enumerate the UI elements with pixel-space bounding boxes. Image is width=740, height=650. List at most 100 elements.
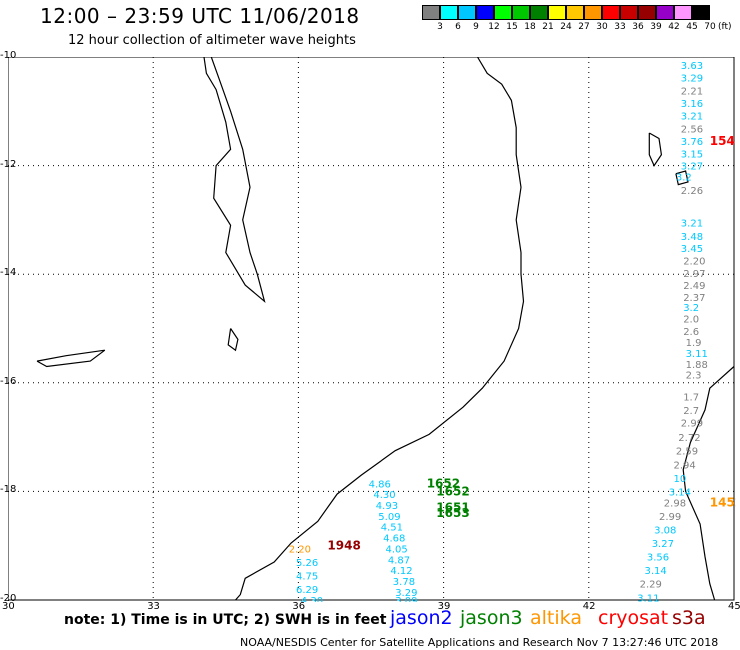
swh-value: 3.27 <box>681 162 703 173</box>
swh-value: 2.99 <box>659 512 681 523</box>
swh-value: 4.05 <box>386 544 408 555</box>
lon-tick-label: 42 <box>582 601 596 612</box>
lat-tick-label: -12 <box>0 158 17 170</box>
coastline-madagascar <box>682 366 735 601</box>
lon-tick-label: 33 <box>147 601 160 612</box>
pass-time: 1452 <box>710 495 736 509</box>
swh-value: 2.37 <box>683 293 705 304</box>
pass-time: 1651 <box>436 501 469 515</box>
swh-value: 3.09 <box>395 596 417 602</box>
colorbar-swatch <box>602 5 620 20</box>
colorbar-swatch <box>692 5 710 20</box>
colorbar-swatch <box>656 5 674 20</box>
colorbar-swatch <box>548 5 566 20</box>
swh-value: 2.21 <box>681 87 703 98</box>
colorbar-label: 30 <box>596 22 608 32</box>
swh-value: 3.14 <box>645 566 667 577</box>
swh-value: 1.88 <box>686 360 708 371</box>
swh-value: 2.26 <box>681 186 703 197</box>
swh-value: 3.2 <box>683 303 699 314</box>
swh-value: 2.59 <box>676 447 698 458</box>
swh-value: 3.21 <box>681 219 703 230</box>
swh-value: 6.29 <box>296 585 318 596</box>
swh-value: 2.3 <box>686 371 702 382</box>
lat-tick-label: -20 <box>0 593 17 604</box>
colorbar-label: 36 <box>632 22 644 32</box>
coastline-comoro <box>648 132 663 167</box>
colorbar-swatch <box>530 5 548 20</box>
swh-value: 2.20 <box>683 257 705 268</box>
swh-value: 2.72 <box>678 433 700 444</box>
swh-value: 3.11 <box>637 593 659 602</box>
swh-value: 2.94 <box>674 460 696 471</box>
swh-value: 3.08 <box>654 525 676 536</box>
colorbar-label: 24 <box>560 22 572 32</box>
wave-height-map: 3.633.292.213.163.212.563.763.153.273.22… <box>8 57 736 602</box>
swh-value: 4.51 <box>381 523 403 534</box>
swh-value: 3.56 <box>647 553 669 564</box>
swh-value: 4.12 <box>390 566 412 577</box>
swh-value: 10 <box>674 474 687 485</box>
pass-time: 1948 <box>327 539 360 553</box>
pass-time: 1652 <box>436 484 469 498</box>
swh-value: 3.27 <box>652 539 674 550</box>
colorbar-label: 27 <box>578 22 590 32</box>
swh-value: 4.68 <box>383 534 405 545</box>
colorbar-label: 39 <box>650 22 662 32</box>
lat-tick-label: -14 <box>0 267 17 279</box>
pass-time: 1652 <box>427 476 460 490</box>
colorbar-swatch <box>638 5 656 20</box>
map-frame <box>8 57 735 601</box>
swh-value: 4.75 <box>296 572 318 583</box>
swh-value: 3.78 <box>393 577 415 588</box>
swh-value: 2.20 <box>289 544 311 555</box>
coastline-anjouan <box>675 170 689 186</box>
swh-value: 2.98 <box>664 498 686 509</box>
swh-value: 2.49 <box>683 281 705 292</box>
colorbar-swatch <box>674 5 692 20</box>
colorbar-label: 3 <box>437 22 443 32</box>
satellite-legend-item: jason2 <box>390 607 453 629</box>
colorbar-unit: (ft) <box>718 22 732 32</box>
units-note: note: 1) Time is in UTC; 2) SWH is in fe… <box>64 612 387 628</box>
swh-value: 4.30 <box>301 596 323 602</box>
swh-value: 3.45 <box>681 244 703 255</box>
swh-value: 4.87 <box>388 555 410 566</box>
coastline-africa <box>203 57 266 303</box>
lon-tick-label: 39 <box>437 601 451 612</box>
swh-value: 3.11 <box>686 349 708 360</box>
swh-value: 3.15 <box>681 150 703 161</box>
swh-value: 5.26 <box>296 558 318 569</box>
swh-value: 2.7 <box>683 406 699 417</box>
map-subtitle: 12 hour collection of altimeter wave hei… <box>68 33 356 48</box>
colorbar-swatch <box>476 5 494 20</box>
swh-value: 2.99 <box>681 418 703 429</box>
lat-tick-label: -18 <box>0 484 17 496</box>
coastlines <box>36 57 735 601</box>
swh-value: 1.9 <box>686 338 702 349</box>
swh-value: 5.09 <box>378 512 400 523</box>
colorbar-swatch <box>458 5 476 20</box>
graticule <box>8 57 734 600</box>
colorbar-label: 6 <box>455 22 461 32</box>
lat-tick-label: -16 <box>0 375 17 387</box>
swh-value: 4.93 <box>376 501 398 512</box>
swh-value: 2.6 <box>683 327 699 338</box>
colorbar-swatch <box>494 5 512 20</box>
swh-value: 2.56 <box>681 125 703 136</box>
satellite-legend-item: cryosat <box>598 607 669 629</box>
colorbar-label: 15 <box>506 22 518 32</box>
colorbar-label: 33 <box>614 22 626 32</box>
swh-value: 4.86 <box>369 479 391 490</box>
colorbar-swatch <box>566 5 584 20</box>
coastline-mainland <box>235 57 525 601</box>
swh-labels: 3.633.292.213.163.212.563.763.153.273.22… <box>289 61 708 602</box>
swh-value: 3.2 <box>676 173 692 184</box>
lon-tick-label: 45 <box>728 601 740 612</box>
footer-credit: NOAA/NESDIS Center for Satellite Applica… <box>240 636 719 649</box>
colorbar-label: 42 <box>668 22 680 32</box>
lon-tick-label: 30 <box>2 601 15 612</box>
colorbar-label: 70 <box>704 22 716 32</box>
lat-tick-label: -10 <box>0 50 17 61</box>
